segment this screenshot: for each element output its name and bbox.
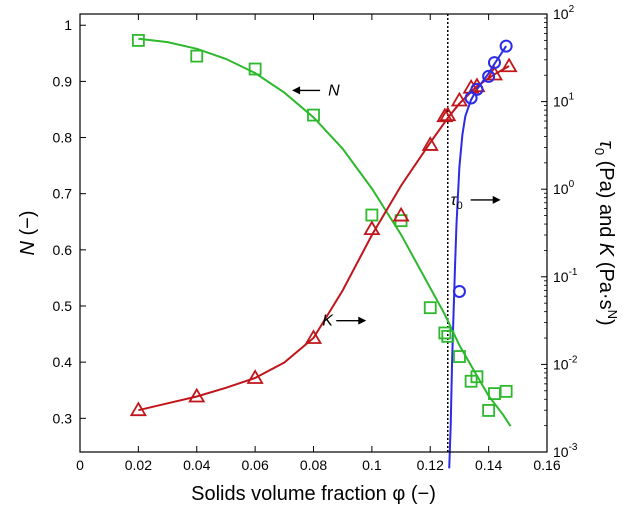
y-right-tick-label: 10-1 (553, 267, 578, 285)
y-right-axis-title: τ0 (Pa) and K (Pa·sN) (592, 140, 620, 325)
square-marker (470, 370, 484, 384)
annotation-label: K (322, 313, 334, 330)
triangle-marker (304, 329, 323, 344)
fit-line-square (138, 37, 512, 427)
fit-line-triangle (138, 65, 510, 412)
triangle-marker (246, 369, 264, 384)
x-tick-label: 0.12 (417, 457, 444, 473)
y-right-tick-label: 100 (553, 179, 575, 197)
triangle-marker (363, 220, 381, 236)
y-left-tick-label: 1 (64, 17, 72, 33)
square-marker (438, 326, 452, 340)
x-tick-label: 0.1 (362, 457, 382, 473)
y-left-tick-label: 0.7 (53, 186, 73, 202)
x-tick-label: 0.08 (300, 457, 327, 473)
triangle-marker (421, 136, 439, 151)
annotation-K: K (322, 313, 367, 330)
y-left-tick-label: 0.4 (53, 354, 73, 370)
annotation-label: N (328, 82, 340, 99)
y-left-tick-label: 0.3 (53, 410, 73, 426)
x-tick-label: 0.06 (242, 457, 269, 473)
fit-line-circle (448, 45, 507, 469)
triangle-marker (485, 65, 504, 81)
y-left-tick-label: 0.6 (53, 242, 73, 258)
y-right-tick-label: 10-3 (553, 442, 578, 460)
y-right-tick-label: 101 (553, 92, 575, 110)
annotation-label: τ0 (451, 192, 463, 212)
y-left-tick-label: 0.5 (53, 298, 73, 314)
triangle-marker (500, 57, 518, 73)
square-marker (441, 329, 455, 343)
x-tick-label: 0.02 (125, 457, 152, 473)
y-left-tick-label: 0.9 (53, 73, 73, 89)
triangle-marker (436, 107, 454, 123)
x-tick-label: 0.14 (475, 457, 502, 473)
square-marker (307, 108, 320, 122)
y-right-tick-label: 102 (553, 4, 575, 22)
square-marker (365, 208, 379, 222)
square-marker (248, 62, 262, 76)
circle-marker (452, 284, 466, 298)
y-right-tick-label: 10-2 (553, 354, 578, 372)
y-left-tick-label: 0.8 (53, 130, 73, 146)
square-marker (482, 404, 496, 417)
triangle-marker (188, 387, 206, 403)
circle-marker (487, 56, 501, 70)
arrow-right-head (492, 195, 501, 204)
circle-marker (464, 91, 478, 105)
annotation-tau0: τ0 (451, 192, 501, 212)
x-tick-label: 0.04 (183, 457, 210, 473)
triangle-marker (439, 106, 457, 122)
circle-marker (482, 69, 496, 83)
annotation-N: N (292, 82, 340, 99)
square-marker (131, 33, 145, 47)
arrow-right-head (358, 316, 367, 325)
x-tick-label: 0.16 (533, 457, 560, 473)
square-marker (499, 384, 513, 398)
circle-marker (499, 39, 513, 53)
triangle-marker (392, 206, 410, 222)
triangle-marker (450, 91, 469, 107)
triangle-marker (129, 401, 147, 417)
y-left-axis-title: N (−) (17, 210, 39, 255)
x-axis-title: Solids volume fraction φ (−) (191, 483, 436, 505)
square-marker (190, 49, 204, 63)
square-marker (423, 301, 437, 315)
x-tick-label: 0 (76, 457, 84, 473)
square-marker (453, 350, 466, 363)
arrow-left-head (292, 86, 301, 95)
circle-marker (470, 82, 484, 96)
